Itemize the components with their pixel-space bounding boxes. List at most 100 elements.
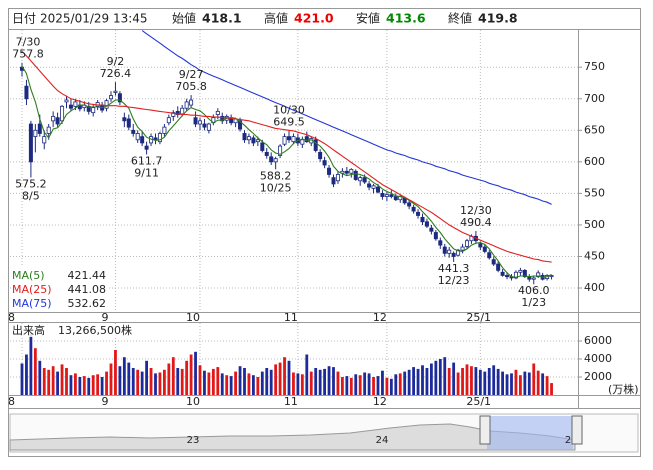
candle-body [157, 133, 162, 143]
volume-bar [376, 376, 380, 395]
candle-body [482, 246, 487, 252]
volume-bar [234, 371, 237, 395]
navigator-selection[interactable] [487, 416, 573, 450]
navigator-handle[interactable] [571, 415, 583, 445]
volume-bars [20, 333, 553, 395]
volume-bar [33, 348, 37, 395]
header-label: 終値 [448, 11, 472, 26]
candle-body [393, 196, 398, 201]
candle-body [380, 192, 385, 197]
candle-body [126, 118, 131, 128]
candle-body [55, 117, 60, 125]
candle-body [460, 246, 465, 251]
y-tick-label: 450 [584, 249, 605, 262]
volume-bar [550, 383, 553, 395]
volume-bar [381, 370, 384, 395]
volume-bar [154, 373, 157, 395]
legend-name: MA(25) [12, 283, 52, 296]
candle-body [282, 136, 287, 145]
volume-bar [305, 354, 309, 395]
candle-body [496, 263, 501, 271]
candle-body [91, 107, 96, 114]
volume-bar [229, 376, 233, 395]
candle-body [166, 117, 171, 124]
candle-body [371, 185, 376, 189]
candle-body [202, 123, 207, 128]
candle-body [122, 117, 127, 122]
legend [11, 266, 109, 310]
candle-body [46, 126, 51, 134]
volume-bar [65, 368, 68, 395]
candle-body [500, 271, 505, 276]
candle-body [438, 240, 443, 246]
volume-bar [176, 368, 180, 395]
x-tick-label: 9 [101, 311, 108, 324]
candle-body [349, 169, 354, 174]
volume-bar [194, 351, 197, 395]
volume-bar [278, 362, 282, 395]
navigator-label: 2 [565, 435, 571, 446]
candle-body [447, 249, 452, 254]
volume-unit: (万株) [608, 382, 639, 396]
candle-body [184, 101, 189, 109]
candle-body [411, 206, 416, 212]
y-tick-label: 6000 [584, 334, 612, 347]
volume-bar [363, 372, 367, 395]
volume-bar [501, 371, 504, 395]
header-low: 413.6 [386, 11, 426, 26]
volume-bar [412, 367, 415, 395]
y-tick-label: 550 [584, 186, 605, 199]
volume-bar [136, 369, 140, 395]
candle-body [433, 232, 438, 240]
volume-bar [327, 366, 331, 395]
candle-body [487, 252, 492, 259]
volume-bar [385, 377, 389, 395]
legend-name: MA(75) [12, 297, 52, 310]
volume-bar [171, 357, 175, 395]
candle-body [68, 104, 73, 109]
candle-body [536, 272, 541, 278]
candle-body [73, 101, 78, 107]
volume-bar [78, 377, 82, 395]
header-open: 418.1 [202, 11, 242, 26]
candle-body [286, 136, 291, 141]
candle-body [113, 90, 118, 93]
volume-bar [247, 373, 251, 395]
volume-bar [211, 368, 215, 395]
header-label: 高値 [264, 11, 288, 26]
y-tick-label: 650 [584, 123, 605, 136]
navigator-handle[interactable] [479, 415, 491, 445]
candle-body [318, 151, 323, 160]
volume-bar [207, 372, 211, 395]
x-tick-label: 11 [284, 311, 298, 324]
x-tick-label: 10 [186, 395, 200, 408]
candle-body [197, 120, 202, 125]
volume-bar [465, 364, 469, 395]
candle-body [64, 99, 69, 103]
volume-bar [60, 364, 64, 395]
volume-bar [332, 367, 335, 395]
volume-bar [74, 373, 77, 395]
candle-body [260, 142, 265, 151]
candle-body [273, 158, 278, 163]
annotation-date: 12/23 [438, 274, 470, 287]
candle-body [193, 117, 198, 125]
candle-body [518, 269, 523, 273]
y-tick-label: 2000 [584, 370, 612, 383]
volume-bar [243, 368, 246, 395]
volume-bar [145, 360, 148, 395]
candles [19, 62, 554, 285]
volume-bar [425, 368, 429, 395]
y-tick-label: 400 [584, 281, 605, 294]
candle-body [109, 95, 114, 100]
candle-body [491, 259, 496, 265]
volume-bar [358, 375, 362, 395]
candle-body [327, 167, 332, 175]
volume-bar [372, 377, 375, 395]
volume-bar [140, 371, 144, 395]
volume-bar [452, 362, 456, 395]
candle-body [117, 93, 122, 103]
legend-value: 441.08 [68, 283, 107, 296]
volume-bar [38, 360, 42, 395]
volume-bar [96, 374, 100, 395]
